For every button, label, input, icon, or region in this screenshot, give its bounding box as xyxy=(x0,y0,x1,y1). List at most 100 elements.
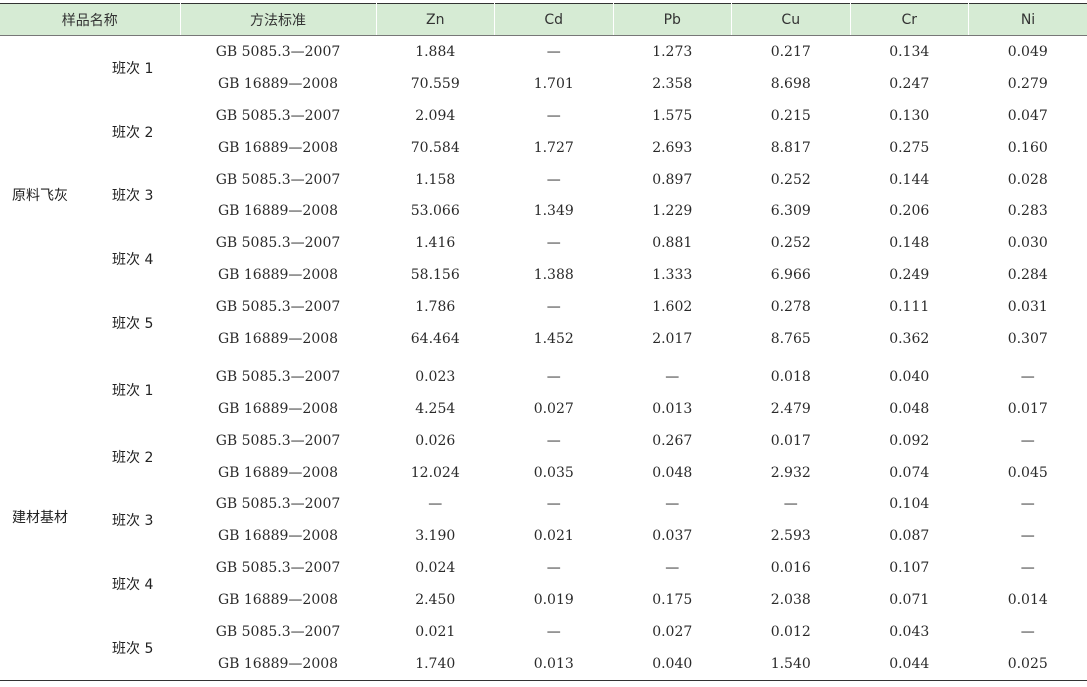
pb-value-cell: 0.048 xyxy=(652,464,693,481)
cu-value-cell: 0.017 xyxy=(770,432,811,449)
zn-value-cell: 2.450 xyxy=(415,592,456,609)
cd-value-cell: 0.021 xyxy=(533,528,574,545)
method-standard-cell: GB 16889—2008 xyxy=(217,330,339,347)
cr-value-cell: 0.275 xyxy=(889,139,930,156)
cr-value-cell: 0.130 xyxy=(889,107,930,124)
sample-name-cell: 建材基材 xyxy=(12,510,68,527)
ni-value-cell: 0.017 xyxy=(1007,400,1048,417)
zn-value-cell: 1.158 xyxy=(415,171,456,188)
pb-value-cell: 0.175 xyxy=(652,592,693,609)
pb-value-cell: 0.037 xyxy=(652,528,693,545)
method-standard-cell: GB 5085.3—2007 xyxy=(215,107,341,124)
cr-value-cell: 0.087 xyxy=(889,528,930,545)
ni-value-cell: — xyxy=(1020,368,1035,385)
method-standard-cell: GB 5085.3—2007 xyxy=(215,235,341,252)
table-row: 班次 5 GB 5085.3—2007 0.021 — 0.027 0.012 0.043 — xyxy=(0,616,1087,657)
cr-value-cell: 0.040 xyxy=(889,368,930,385)
method-standard-cell: GB 16889—2008 xyxy=(217,203,339,220)
cd-value-cell: 1.349 xyxy=(533,203,574,220)
zn-value-cell: 58.156 xyxy=(410,267,460,284)
cu-value-cell: — xyxy=(783,496,798,513)
shift-cell: 班次 1 xyxy=(112,382,154,399)
cr-value-cell: 0.144 xyxy=(889,171,930,188)
zn-value-cell: 0.023 xyxy=(415,368,456,385)
header-cu: Cu xyxy=(731,3,851,36)
cr-value-cell: 0.048 xyxy=(889,400,930,417)
zn-value-cell: 2.094 xyxy=(415,107,456,124)
cu-value-cell: 2.479 xyxy=(770,400,811,417)
header-pb: Pb xyxy=(613,3,732,36)
zn-value-cell: 1.884 xyxy=(415,43,456,60)
ni-value-cell: 0.279 xyxy=(1007,75,1048,92)
pb-value-cell: — xyxy=(665,368,680,385)
zn-value-cell: 0.021 xyxy=(415,623,456,640)
zn-value-cell: — xyxy=(428,496,443,513)
cr-value-cell: 0.092 xyxy=(889,432,930,449)
header-sample-name: 样品名称 xyxy=(0,3,181,36)
method-standard-cell: GB 5085.3—2007 xyxy=(215,432,341,449)
table-row: GB 16889—2008 3.190 0.021 0.037 2.593 0.087 — xyxy=(0,520,1087,552)
cu-value-cell: 1.540 xyxy=(770,655,811,672)
pb-value-cell: 1.229 xyxy=(652,203,693,220)
cd-value-cell: 0.035 xyxy=(533,464,574,481)
ni-value-cell: 0.283 xyxy=(1007,203,1048,220)
table-row: GB 16889—2008 70.584 1.727 2.693 8.817 0.275 0… xyxy=(0,132,1087,164)
table-row: GB 16889—2008 70.559 1.701 2.358 8.698 0.247 0… xyxy=(0,68,1087,100)
cu-value-cell: 0.012 xyxy=(770,623,811,640)
table-row: 班次 4 GB 5085.3—2007 0.024 — — 0.016 0.107 — xyxy=(0,552,1087,593)
cu-value-cell: 2.038 xyxy=(770,592,811,609)
cd-value-cell: — xyxy=(546,299,561,316)
ni-value-cell: — xyxy=(1020,528,1035,545)
shift-cell: 班次 3 xyxy=(112,513,154,530)
method-standard-cell: GB 16889—2008 xyxy=(217,528,339,545)
cu-value-cell: 8.698 xyxy=(770,75,811,92)
table-row: 原料飞灰 班次 1 GB 5085.3—2007 1.884 — 1.273 0.217 0.… xyxy=(0,36,1087,205)
cd-value-cell: 1.388 xyxy=(533,267,574,284)
sample-name-cell: 原料飞灰 xyxy=(12,188,68,205)
pb-value-cell: 2.358 xyxy=(652,75,693,92)
cu-value-cell: 8.765 xyxy=(770,330,811,347)
cr-value-cell: 0.148 xyxy=(889,235,930,252)
ni-value-cell: — xyxy=(1020,432,1035,449)
pb-value-cell: 0.267 xyxy=(652,432,693,449)
cd-value-cell: 0.013 xyxy=(533,655,574,672)
pb-value-cell: 0.897 xyxy=(652,171,693,188)
cd-value-cell: — xyxy=(546,368,561,385)
cr-value-cell: 0.044 xyxy=(889,655,930,672)
cr-value-cell: 0.107 xyxy=(889,560,930,577)
pb-value-cell: 2.693 xyxy=(652,139,693,156)
shift-cell: 班次 2 xyxy=(112,124,154,141)
cr-value-cell: 0.134 xyxy=(889,43,930,60)
cr-value-cell: 0.071 xyxy=(889,592,930,609)
method-standard-cell: GB 16889—2008 xyxy=(217,75,339,92)
shift-cell: 班次 2 xyxy=(112,449,154,466)
cu-value-cell: 0.016 xyxy=(770,560,811,577)
ni-value-cell: 0.307 xyxy=(1007,330,1048,347)
table-header: 样品名称 方法标准 Zn Cd Pb Cu Cr Ni xyxy=(0,3,1087,36)
zn-value-cell: 0.024 xyxy=(415,560,456,577)
table-row: 班次 2 GB 5085.3—2007 2.094 — 1.575 0.215 0.130 0… xyxy=(0,100,1087,141)
cu-value-cell: 2.932 xyxy=(770,464,811,481)
table-row: 班次 4 GB 5085.3—2007 1.416 — 0.881 0.252 0.148 0… xyxy=(0,227,1087,268)
cr-value-cell: 0.111 xyxy=(889,299,930,316)
method-standard-cell: GB 16889—2008 xyxy=(217,464,339,481)
zn-value-cell: 70.584 xyxy=(410,139,460,156)
header-ni: Ni xyxy=(968,3,1087,36)
pb-value-cell: — xyxy=(665,560,680,577)
ni-value-cell: 0.014 xyxy=(1007,592,1048,609)
zn-value-cell: 1.740 xyxy=(415,655,456,672)
ni-value-cell: 0.049 xyxy=(1007,43,1048,60)
cd-value-cell: — xyxy=(546,432,561,449)
table-body: 原料飞灰 班次 1 GB 5085.3—2007 1.884—1.273 0.217 0.… xyxy=(0,36,1087,681)
pb-value-cell: 1.602 xyxy=(652,299,693,316)
zn-value-cell: 1.786 xyxy=(415,299,456,316)
ni-value-cell: 0.030 xyxy=(1007,235,1048,252)
table-row: GB 16889—2008 1.740 0.013 0.040 1.540 0.044 0.… xyxy=(0,648,1087,680)
cr-value-cell: 0.247 xyxy=(889,75,930,92)
table-row: GB 16889—2008 53.066 1.349 1.229 6.309 0.206 0… xyxy=(0,195,1087,227)
zn-value-cell: 1.416 xyxy=(415,235,456,252)
ni-value-cell: — xyxy=(1020,623,1035,640)
method-standard-cell: GB 5085.3—2007 xyxy=(215,299,341,316)
cu-value-cell: 6.966 xyxy=(770,267,811,284)
table-row: 班次 3 GB 5085.3—2007 1.158 — 0.897 0.252 0.144 0… xyxy=(0,164,1087,205)
